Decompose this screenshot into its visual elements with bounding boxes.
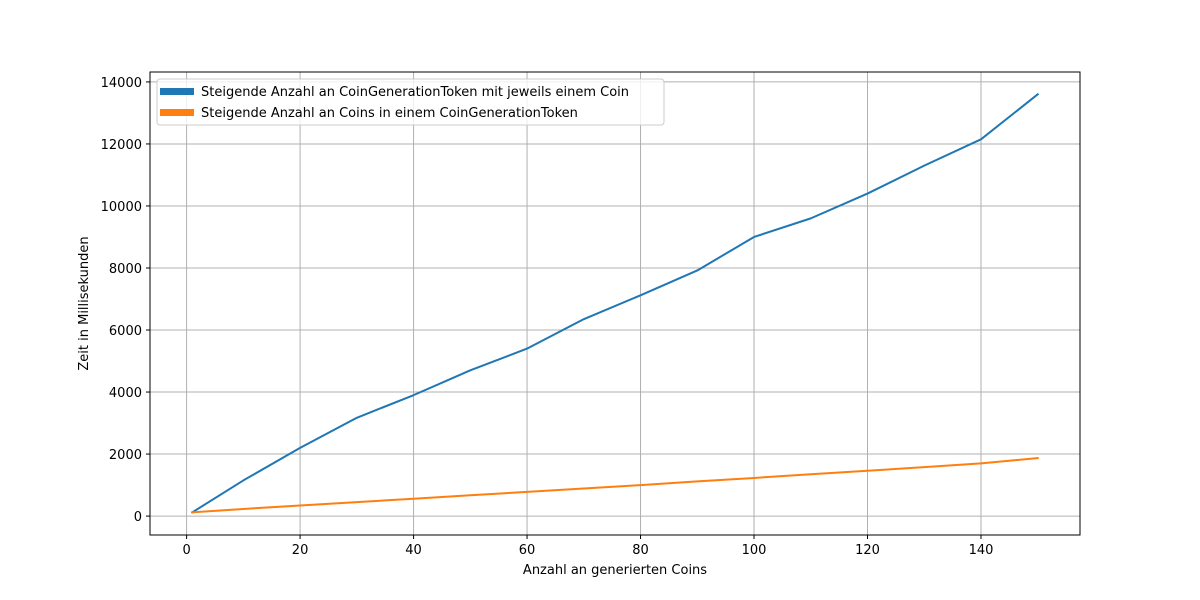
plot-area	[150, 72, 1080, 535]
legend-swatch-1	[160, 88, 194, 95]
legend-label-1: Steigende Anzahl an CoinGenerationToken …	[201, 85, 629, 100]
y-axis-label: Zeit in Millisekunden	[77, 236, 92, 370]
y-tick-label: 2000	[109, 448, 142, 463]
y-tick-label: 14000	[101, 76, 142, 91]
legend: Steigende Anzahl an CoinGenerationToken …	[156, 78, 665, 126]
grid	[150, 72, 1080, 535]
plot-frame	[149, 71, 1081, 536]
y-tick-label: 12000	[101, 138, 142, 153]
legend-label-2: Steigende Anzahl an Coins in einem CoinG…	[201, 106, 578, 121]
legend-box	[156, 78, 665, 126]
x-tick-label: 120	[855, 543, 880, 558]
series-line-2	[191, 457, 1039, 514]
series-line-1	[190, 92, 1040, 514]
legend-swatch-2	[160, 109, 194, 116]
y-tick-label: 4000	[109, 386, 142, 401]
y-tick-label: 8000	[109, 262, 142, 277]
x-tick-label: 80	[632, 543, 649, 558]
x-tick-label: 20	[292, 543, 309, 558]
y-tick-label: 6000	[109, 324, 142, 339]
x-tick-label: 60	[519, 543, 536, 558]
x-axis-label: Anzahl an generierten Coins	[523, 563, 707, 578]
x-tick-label: 40	[405, 543, 422, 558]
x-tick-label: 140	[969, 543, 994, 558]
x-tick-label: 0	[182, 543, 190, 558]
axis-ticks: 0 20 40 60 80 100 120 140 0 2000 4000 6000 8000 10000…	[101, 76, 994, 558]
y-tick-label: 10000	[101, 200, 142, 215]
series-lines	[190, 92, 1040, 514]
x-tick-label: 100	[742, 543, 767, 558]
y-tick-label: 0	[134, 510, 142, 525]
